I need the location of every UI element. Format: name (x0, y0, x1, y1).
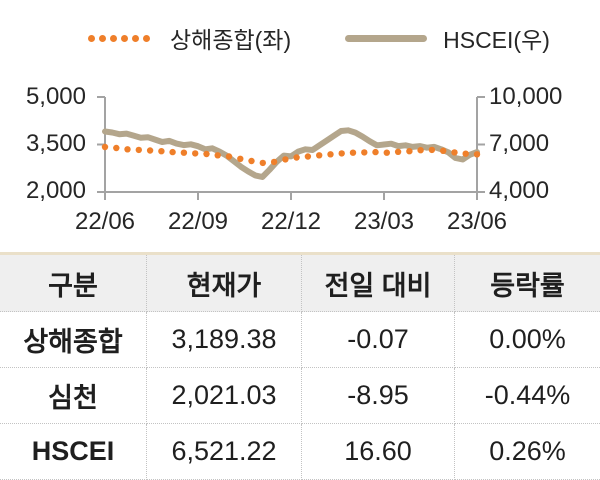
chart-legend: 상해종합(좌) HSCEI(우) (88, 22, 550, 54)
header-cell-change: 전일 대비 (302, 255, 455, 312)
row-hscei-name: HSCEI (0, 424, 147, 480)
x-tick-5: 23/06 (446, 208, 508, 235)
legend-label-hscei: HSCEI(우) (443, 27, 550, 53)
y-right-tick-1: 10,000 (489, 83, 563, 110)
x-tick-1: 22/06 (74, 208, 136, 235)
header-cell-gubun: 구분 (0, 255, 147, 312)
row-hscei-pct: 0.26% (455, 424, 600, 480)
row-shenzhen-pct: -0.44% (455, 368, 600, 424)
header-cell-price: 현재가 (147, 255, 302, 312)
legend-item-hscei: HSCEI(우) (345, 21, 550, 55)
row-shenzhen-price: 2,021.03 (147, 368, 302, 424)
row-shenzhen-name: 심천 (0, 368, 147, 424)
legend-item-shanghai: 상해종합(좌) (88, 21, 291, 55)
row-hscei-price: 6,521.22 (147, 424, 302, 480)
x-tick-4: 23/03 (353, 208, 415, 235)
row-shenzhen-change: -8.95 (302, 368, 455, 424)
legend-label-shanghai: 상해종합(좌) (170, 27, 292, 53)
row-shanghai-name: 상해종합 (0, 312, 147, 368)
row-shanghai-price: 3,189.38 (147, 312, 302, 368)
x-tick-2: 22/09 (167, 208, 229, 235)
x-tick-3: 22/12 (260, 208, 322, 235)
solid-line-swatch-icon (345, 34, 428, 42)
dotted-line-swatch-icon (88, 34, 154, 42)
row-hscei-change: 16.60 (302, 424, 455, 480)
y-left-tick-2: 3,500 (25, 130, 86, 157)
y-left-tick-1: 5,000 (25, 83, 86, 110)
chart-canvas (97, 96, 485, 200)
row-shanghai-change: -0.07 (302, 312, 455, 368)
header-cell-pct: 등락률 (455, 255, 600, 312)
index-table: 구분 현재가 전일 대비 등락률 상해종합 3,189.38 -0.07 0.0… (0, 252, 600, 480)
y-right-tick-3: 4,000 (489, 177, 550, 204)
y-right-tick-2: 7,000 (489, 130, 550, 157)
y-left-tick-3: 2,000 (25, 177, 86, 204)
row-shanghai-pct: 0.00% (455, 312, 600, 368)
